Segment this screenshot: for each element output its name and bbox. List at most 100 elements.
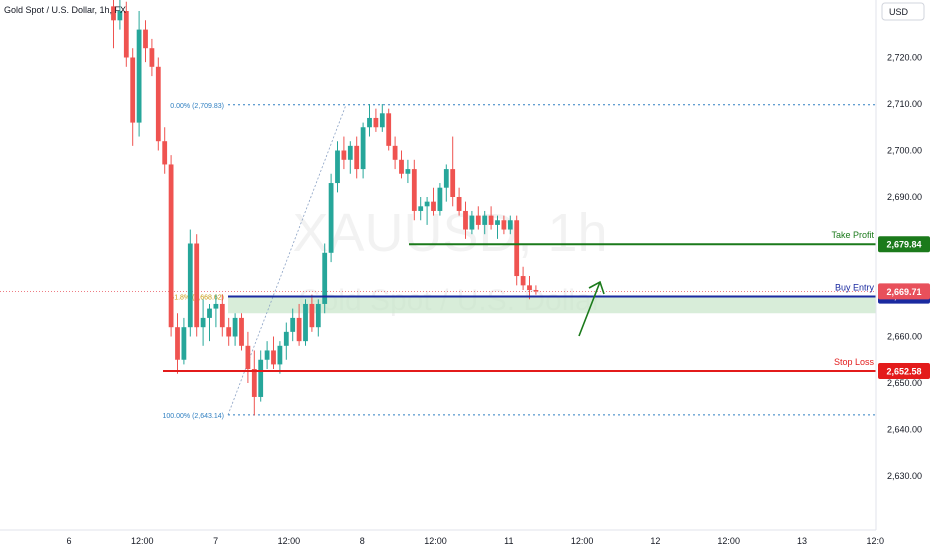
candle-body xyxy=(341,150,347,160)
fib-trend-line xyxy=(227,104,347,416)
time-axis[interactable]: 6 12:00 7 12:00 8 12:00 11 12:00 12 12:00 13 12:0 xyxy=(0,529,884,546)
price-tick-label: 2,710.00 xyxy=(887,99,922,109)
time-tick-label: 11 xyxy=(504,536,513,546)
candle xyxy=(431,187,436,216)
candle-body xyxy=(155,66,161,142)
price-tick-label: 2,630.00 xyxy=(887,471,922,481)
buy-zone-layer xyxy=(228,296,876,314)
take-profit-price-label-box xyxy=(878,236,930,253)
candle-body xyxy=(239,317,244,346)
candle-body xyxy=(450,169,456,197)
candle xyxy=(168,155,174,337)
candle xyxy=(437,183,443,216)
candle xyxy=(367,104,372,137)
candle-body xyxy=(130,57,136,123)
candle xyxy=(328,173,334,263)
candle xyxy=(450,136,456,207)
candle xyxy=(514,215,520,286)
candle xyxy=(322,243,328,314)
time-axis-ticks: 6 12:00 7 12:00 8 12:00 11 12:00 12 12:00 13 12:0 xyxy=(66,536,884,546)
candle-body xyxy=(232,317,238,337)
candle xyxy=(347,141,353,174)
candle xyxy=(251,350,257,416)
candle xyxy=(520,266,526,290)
candle-body xyxy=(162,141,168,165)
candle-body xyxy=(290,317,296,332)
candle xyxy=(219,294,225,337)
candle-body xyxy=(399,159,404,174)
time-tick-label: 12:0 xyxy=(867,536,885,546)
candle-body xyxy=(207,308,212,318)
candle xyxy=(475,206,481,230)
candle-body xyxy=(219,303,225,328)
candle xyxy=(482,210,488,235)
candle xyxy=(187,229,193,337)
candle xyxy=(386,108,392,151)
candle xyxy=(296,303,302,346)
candle-body xyxy=(213,303,219,309)
candle-body xyxy=(533,290,539,292)
price-tick-label: 2,640.00 xyxy=(887,425,922,435)
candle xyxy=(245,331,251,383)
candle xyxy=(232,313,238,346)
candle-body xyxy=(200,317,206,328)
candle xyxy=(527,276,532,300)
time-tick-label: 12:00 xyxy=(131,536,154,546)
candle-body xyxy=(437,187,443,211)
currency-label: USD xyxy=(889,7,909,17)
candle-body xyxy=(175,327,180,360)
candle xyxy=(123,1,129,67)
time-tick-label: 13 xyxy=(797,536,807,546)
candle xyxy=(111,0,116,49)
candle-body xyxy=(187,243,193,328)
candle-body xyxy=(258,359,264,397)
candle-body xyxy=(367,117,372,128)
candle xyxy=(207,303,212,342)
candle-body xyxy=(309,303,315,328)
take-profit-price-label: 2,679.84 xyxy=(878,236,930,253)
candle-body xyxy=(328,183,334,253)
candle-body xyxy=(226,327,232,337)
candle-body xyxy=(143,29,148,49)
candle-body xyxy=(488,215,494,225)
stop-loss-price-label-box xyxy=(878,363,930,380)
candle-body xyxy=(456,197,462,211)
candle-body xyxy=(149,48,155,67)
candle-body xyxy=(111,6,116,21)
candle-body xyxy=(360,127,366,170)
candle-body xyxy=(514,220,520,277)
candle xyxy=(258,350,264,402)
candle-body xyxy=(271,350,276,365)
candle xyxy=(162,127,168,174)
candle-body xyxy=(411,169,417,211)
candle-body xyxy=(283,331,289,346)
price-axis[interactable]: 2,720.002,710.002,700.002,690.002,680.00… xyxy=(875,0,932,530)
candle xyxy=(149,38,155,77)
candle xyxy=(456,187,462,216)
candle xyxy=(213,294,219,328)
candle xyxy=(411,159,417,221)
currency-selector[interactable]: USD xyxy=(881,2,925,21)
time-tick-label: 12:00 xyxy=(424,536,447,546)
candle-body xyxy=(527,285,532,290)
current-price-label: 2,669.71 xyxy=(878,283,930,300)
candle-body xyxy=(501,220,507,230)
candle-body xyxy=(405,169,411,174)
candle xyxy=(463,201,468,239)
candle-body xyxy=(335,150,340,184)
candle-body xyxy=(168,164,174,328)
candle xyxy=(277,341,283,374)
candle xyxy=(418,197,424,221)
candle xyxy=(309,294,315,332)
candle xyxy=(405,159,411,184)
time-tick-label: 8 xyxy=(360,536,365,546)
candle xyxy=(495,215,500,239)
axis-price-labels: 2,668.62,669.712,679.842,652.58 xyxy=(878,236,930,380)
candle-body xyxy=(315,303,321,328)
candle-body xyxy=(379,113,385,128)
price-tick-label: 2,720.00 xyxy=(887,53,922,63)
candle-body xyxy=(354,145,360,170)
candle-body xyxy=(507,220,513,230)
